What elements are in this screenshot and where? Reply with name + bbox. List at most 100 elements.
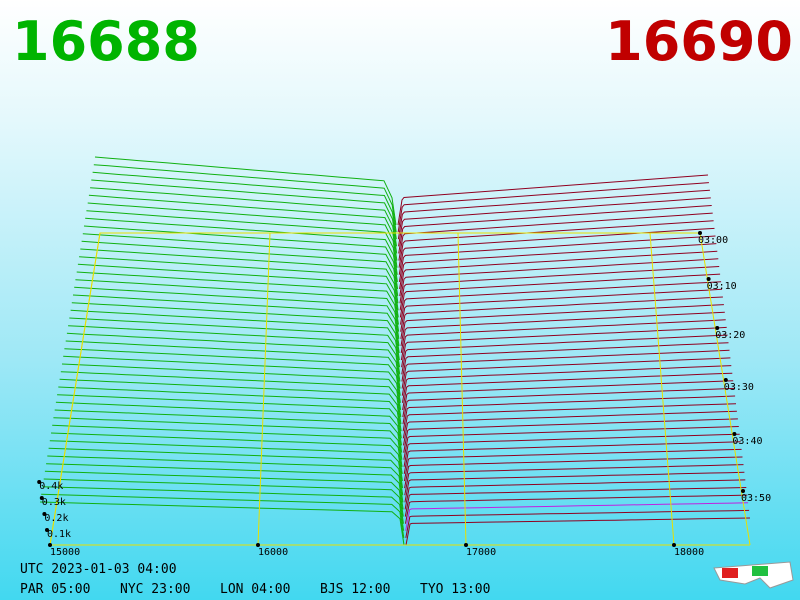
bid-depth-line bbox=[81, 240, 399, 304]
time-tick-label: 03:40 bbox=[732, 436, 762, 447]
bid-price: 16688 bbox=[12, 10, 200, 73]
time-tick bbox=[732, 432, 737, 436]
time-tick-label: 03:20 bbox=[715, 330, 745, 341]
ask-depth-line bbox=[403, 410, 737, 446]
ask-depth-line bbox=[403, 441, 741, 474]
bid-depth-line bbox=[44, 470, 404, 517]
bid-depth-line bbox=[82, 233, 399, 297]
bid-depth-line bbox=[57, 394, 403, 446]
ask-depth-line bbox=[398, 227, 715, 275]
ask-depth-line bbox=[404, 471, 745, 503]
price-tick bbox=[464, 543, 468, 547]
ask-depth-line bbox=[397, 174, 709, 226]
ask-depth-line bbox=[404, 479, 746, 510]
depth-tick bbox=[42, 512, 47, 516]
bid-depth-line bbox=[91, 179, 398, 247]
bid-depth-line bbox=[59, 378, 402, 432]
ask-depth-line bbox=[405, 502, 749, 531]
ask-depth-line bbox=[401, 326, 727, 368]
bid-depth-line bbox=[83, 225, 399, 290]
bid-depth-line bbox=[64, 348, 401, 403]
ask-depth-line bbox=[400, 311, 725, 354]
bid-depth-line bbox=[94, 156, 397, 226]
depth-tick bbox=[45, 528, 49, 532]
ask-depth-line bbox=[405, 509, 750, 538]
ask-depth-line bbox=[404, 456, 743, 489]
bid-depth-line bbox=[66, 332, 401, 389]
bid-depth-line bbox=[63, 355, 402, 410]
bid-depth-line bbox=[58, 386, 402, 439]
world-clock: NYC 23:00 bbox=[120, 582, 190, 597]
depth-tick-label: 0.1k bbox=[47, 529, 71, 540]
bid-depth-line bbox=[41, 493, 405, 538]
price-tick-label: 17000 bbox=[466, 547, 496, 558]
ask-depth-line bbox=[402, 387, 735, 425]
ask-depth-line bbox=[399, 250, 718, 297]
depth-tick-label: 0.3k bbox=[42, 497, 66, 508]
ask-depth-line bbox=[400, 288, 723, 332]
bid-depth-line bbox=[61, 363, 402, 418]
ask-depth-line bbox=[402, 395, 736, 432]
ask-depth-line bbox=[399, 281, 722, 325]
bid-depth-line bbox=[77, 263, 399, 325]
bid-depth-line bbox=[88, 194, 398, 261]
bid-depth-line bbox=[60, 371, 402, 425]
bid-depth-line bbox=[85, 217, 398, 282]
ask-depth-line bbox=[397, 189, 710, 240]
bid-depth-line bbox=[93, 164, 397, 233]
ask-depth-line bbox=[400, 296, 723, 339]
world-clock: LON 04:00 bbox=[220, 582, 290, 597]
time-tick-label: 03:00 bbox=[698, 235, 728, 246]
ask-depth-line bbox=[398, 205, 712, 254]
bid-depth-line bbox=[76, 271, 400, 332]
ask-depth-line bbox=[400, 304, 724, 346]
ask-depth-line bbox=[403, 433, 740, 467]
bid-depth-line bbox=[55, 401, 403, 453]
price-tick bbox=[256, 543, 260, 547]
price-grid-line bbox=[257, 232, 271, 546]
ask-depth-line bbox=[398, 220, 714, 268]
axes: 15000 16000 17000 18000 0.1k 0.2k 0.3k 0.4k 03:0… bbox=[37, 231, 771, 558]
bid-depth-line bbox=[50, 432, 403, 482]
depth-tick-label: 0.4k bbox=[39, 481, 63, 492]
ask-depth-line bbox=[397, 182, 709, 233]
price-tick-label: 15000 bbox=[50, 547, 80, 558]
world-clock: PAR 05:00 bbox=[20, 582, 90, 597]
price-tick-label: 16000 bbox=[258, 547, 288, 558]
price-tick-label: 18000 bbox=[674, 547, 704, 558]
time-tick-label: 03:30 bbox=[724, 382, 754, 393]
bid-depth-line bbox=[74, 286, 400, 346]
bid-depth-line bbox=[48, 447, 404, 496]
ask-depth-line bbox=[401, 342, 729, 382]
bid-depth-line bbox=[72, 294, 400, 354]
bid-depth-line bbox=[65, 340, 401, 396]
time-tick bbox=[706, 277, 711, 281]
bid-depth-line bbox=[47, 455, 404, 503]
ask-depth-line bbox=[403, 426, 739, 460]
ask-depth-line bbox=[398, 197, 711, 247]
ask-depth-line bbox=[401, 334, 728, 375]
ask-depth-line bbox=[399, 243, 717, 290]
bid-depth-line bbox=[80, 248, 399, 311]
ask-depth-line bbox=[398, 212, 713, 261]
ask-depth-line bbox=[399, 273, 721, 318]
bid-depth-line bbox=[52, 424, 403, 474]
world-clock: BJS 12:00 bbox=[320, 582, 390, 597]
bid-depth-line bbox=[92, 171, 397, 240]
bid-depth-line bbox=[42, 486, 405, 531]
bid-depth-line bbox=[53, 417, 403, 467]
ask-depth-line bbox=[402, 403, 737, 439]
ask-depth-line bbox=[402, 380, 734, 418]
ask-depth-line bbox=[402, 372, 733, 410]
ask-depth-line bbox=[403, 418, 738, 453]
glasses-icon bbox=[713, 561, 794, 589]
bid-depth-line bbox=[70, 309, 401, 368]
price-tick bbox=[48, 543, 52, 547]
time-tick bbox=[698, 231, 702, 235]
time-tick bbox=[723, 378, 728, 382]
price-tick bbox=[672, 543, 676, 547]
bid-depth-line bbox=[46, 463, 404, 510]
ask-depth-line bbox=[403, 448, 742, 482]
bid-depth-line bbox=[75, 279, 400, 339]
